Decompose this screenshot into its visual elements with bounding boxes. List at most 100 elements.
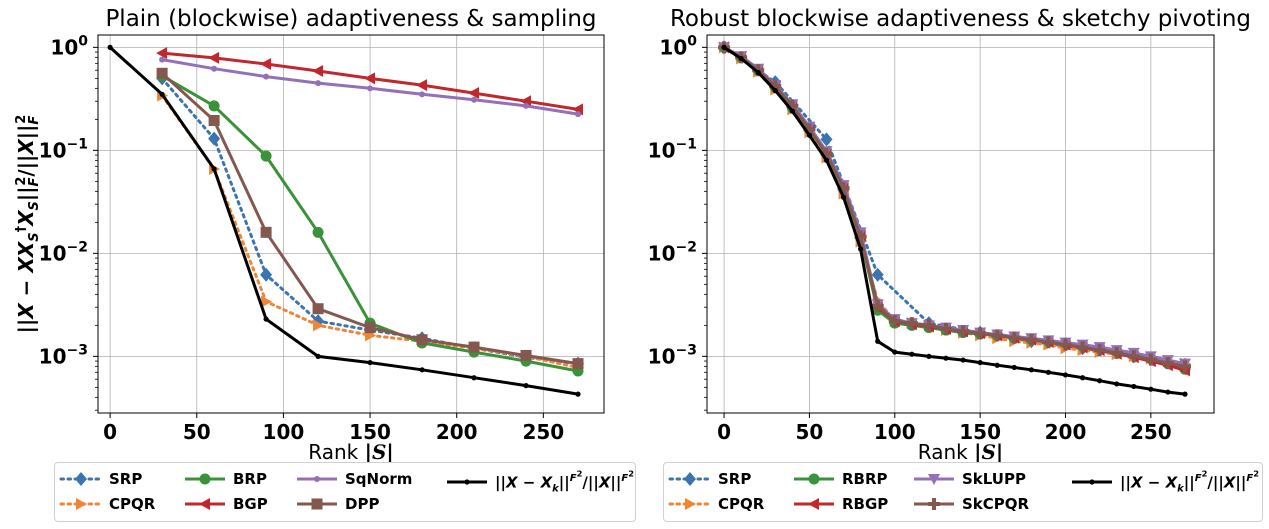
legend-label: CPQR [109, 495, 156, 513]
series-line-6 [723, 46, 1186, 368]
data-point [520, 349, 532, 361]
data-point [419, 91, 426, 98]
data-point [575, 111, 582, 118]
axes-frame [97, 34, 605, 414]
legend-label: ||X − Xk||F2/||X||F2 [495, 469, 635, 495]
data-point [1028, 367, 1034, 373]
data-point [1127, 350, 1140, 363]
legend-swatch [1072, 479, 1112, 485]
x-tick-label: 250 [522, 420, 564, 444]
legend-marker [314, 476, 320, 482]
series-line-4 [723, 46, 1186, 372]
legend-item: ||X − Xk||F2/||X||F2 [1072, 469, 1259, 494]
data-point [208, 131, 221, 146]
data-point [974, 327, 987, 340]
data-point [892, 349, 898, 355]
data-point [471, 375, 477, 381]
data-point [367, 359, 373, 366]
legend-item: CPQR [59, 494, 156, 514]
data-point [772, 88, 778, 94]
data-point [909, 351, 915, 357]
x-axis-label: Rank |S| [918, 440, 1003, 464]
y-tick-label: 10−1 [648, 136, 697, 162]
x-tick-label: 200 [436, 420, 478, 444]
legend-label: CPQR [718, 495, 765, 513]
legend-swatch [668, 472, 712, 486]
legend-label: BGP [233, 495, 268, 513]
series-line-7 [723, 46, 1186, 396]
legend-swatch [297, 498, 337, 510]
data-point [471, 96, 478, 103]
legend-label: SkLUPP [962, 470, 1026, 488]
data-point [1131, 383, 1137, 390]
y-tick-label: 100 [50, 33, 88, 59]
data-point [991, 329, 1004, 342]
y-tick-label: 10−3 [648, 342, 697, 368]
data-point [312, 303, 324, 315]
series-layer [718, 40, 1191, 397]
data-point [1178, 360, 1191, 373]
chart-panel-2: 0 50 100 150 200 250 100 10−1 10−2 10−3 Robust blo… [648, 6, 1251, 464]
data-point [575, 391, 581, 397]
data-point [943, 355, 949, 361]
data-point [1110, 346, 1123, 359]
x-axis-label: Rank |S| [308, 440, 393, 464]
legend-swatch [794, 498, 834, 510]
legend-marker [76, 498, 87, 510]
x-tick-label: 100 [874, 420, 916, 444]
x-tick-label: 100 [263, 420, 305, 444]
data-point [364, 322, 376, 334]
data-point [313, 319, 325, 332]
data-point [1097, 378, 1103, 384]
y-tick-label: 100 [659, 33, 697, 59]
legend-marker [928, 474, 940, 485]
data-point [159, 91, 165, 97]
legend-label: BRP [233, 470, 267, 488]
legend-item: DPP [297, 494, 379, 514]
legend-label: SRP [109, 470, 143, 488]
data-point [871, 267, 884, 282]
data-point [315, 353, 321, 359]
data-point [468, 87, 480, 100]
data-point [977, 359, 983, 366]
legend-marker [928, 498, 940, 510]
data-point [888, 315, 901, 328]
data-point [364, 72, 376, 85]
x-tick-label: 50 [183, 420, 211, 444]
legend-left: SRP CPQR BRP BGP SqNorm DPP ||X − Xk||F2/||X||… [54, 462, 636, 522]
legend-label: RBGP [842, 495, 889, 513]
data-point [871, 299, 884, 312]
legend-label: SRP [718, 470, 752, 488]
legend-marker [808, 498, 819, 510]
data-point [208, 100, 220, 112]
y-axis-label: ||X − XXS†XS||F2/||X||F2 [14, 115, 42, 334]
data-point [1148, 386, 1154, 392]
data-point [1011, 364, 1017, 371]
series-line-2 [722, 45, 1187, 366]
series-line-1 [160, 76, 580, 366]
legend-label: SqNorm [345, 470, 413, 488]
data-point [858, 246, 864, 252]
data-point [1076, 341, 1089, 354]
legend-item: BGP [185, 494, 268, 514]
y-tick-label: 10−2 [648, 239, 697, 265]
chart-title: Robust blockwise adaptiveness & sketchy … [670, 6, 1251, 32]
data-point [922, 319, 935, 332]
data-point [1045, 369, 1052, 375]
legend-swatch [914, 498, 954, 510]
x-tick-label: 50 [796, 420, 824, 444]
data-point [1079, 375, 1086, 381]
data-point [416, 334, 428, 346]
data-point [156, 47, 168, 60]
series-line-3 [723, 46, 1186, 371]
data-point [261, 295, 273, 308]
data-point [1165, 389, 1171, 395]
legend-label: RBRP [842, 470, 888, 488]
legend-marker [311, 498, 323, 510]
data-point [208, 51, 220, 64]
legend-swatch [794, 473, 834, 485]
legend-label: ||X − Xk||F2/||X||F2 [1120, 469, 1260, 495]
data-point [789, 108, 795, 114]
data-point [367, 85, 374, 92]
